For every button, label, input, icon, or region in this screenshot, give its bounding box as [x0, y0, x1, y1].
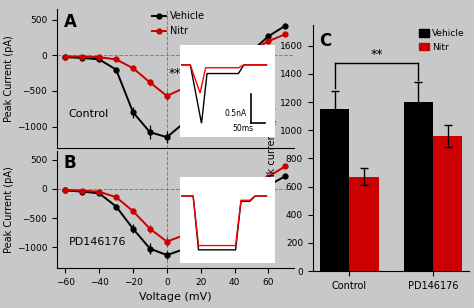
Text: **: ** [169, 67, 181, 80]
Text: **: ** [370, 48, 383, 61]
Bar [403, 102, 433, 271]
Legend: Vehicle, Nitr: Vehicle, Nitr [152, 11, 205, 36]
Y-axis label: Peak Current (pA): Peak Current (pA) [4, 166, 14, 253]
Text: Control: Control [69, 109, 109, 119]
Bar [320, 109, 349, 271]
Text: 50ms: 50ms [233, 124, 254, 133]
Text: PD146176: PD146176 [69, 237, 126, 246]
Legend: Vehicle, Nitr: Vehicle, Nitr [419, 29, 465, 52]
Y-axis label: Peak current (pA): Peak current (pA) [267, 105, 277, 191]
Bar [433, 136, 462, 271]
Text: C: C [319, 32, 331, 50]
Text: 0.5nA: 0.5nA [224, 109, 246, 118]
Bar [349, 177, 379, 271]
Text: B: B [64, 154, 77, 172]
X-axis label: Voltage (mV): Voltage (mV) [139, 292, 212, 302]
Y-axis label: Peak Current (pA): Peak Current (pA) [4, 35, 14, 122]
Text: A: A [64, 13, 77, 31]
